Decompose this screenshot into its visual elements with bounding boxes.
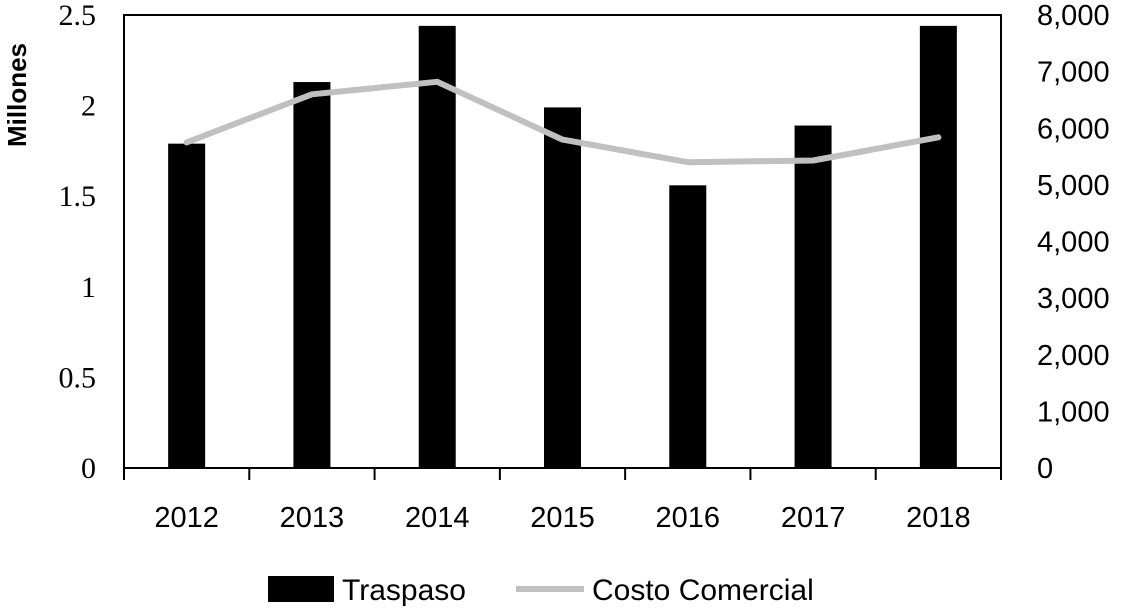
y-right-tick-label: 6,000 <box>1037 113 1110 145</box>
bar-traspaso-2013 <box>293 82 331 468</box>
legend: Traspaso Costo Comercial <box>268 574 814 607</box>
y-right-tick-label: 2,000 <box>1037 340 1110 372</box>
bar-traspaso-2017 <box>794 125 832 469</box>
y-left-axis-title: Millones <box>2 43 32 147</box>
x-tick-label: 2013 <box>280 502 345 534</box>
y-left-tick-label: 0.5 <box>59 361 97 394</box>
x-tick-label: 2012 <box>154 502 219 534</box>
bar-series <box>168 25 957 469</box>
y-right-tick-label: 5,000 <box>1037 170 1110 202</box>
bar-traspaso-2014 <box>418 25 456 468</box>
x-tick-label: 2018 <box>906 502 971 534</box>
plot-frame <box>123 14 1002 469</box>
y-right-tick-label: 3,000 <box>1037 283 1110 315</box>
y-right-tick-label: 0 <box>1037 453 1053 485</box>
y-right-tick-label: 4,000 <box>1037 227 1110 259</box>
x-tick-label: 2015 <box>530 502 595 534</box>
y-left-tick-label: 2 <box>81 90 96 123</box>
y-left-tick-label: 1.5 <box>59 180 97 213</box>
bar-traspaso-2012 <box>168 143 206 469</box>
y-right-tick-label: 1,000 <box>1037 396 1110 428</box>
y-left-tick-label: 0 <box>81 452 96 485</box>
x-tick-label: 2017 <box>781 502 846 534</box>
x-tick-label: 2014 <box>405 502 470 534</box>
x-axis: 2012 2013 2014 2015 2016 2017 2018 <box>123 468 1002 534</box>
bar-traspaso-2018 <box>919 25 957 468</box>
y-left-tick-label: 2.5 <box>59 0 97 32</box>
legend-swatch-traspaso <box>268 576 334 602</box>
bar-traspaso-2016 <box>669 185 707 468</box>
y-right-tick-labels: 0 1,000 2,000 3,000 4,000 5,000 6,000 7,000 8,00… <box>1037 0 1110 485</box>
y-left-tick-label: 1 <box>81 271 96 304</box>
legend-label-traspaso: Traspaso <box>342 574 466 607</box>
y-right-tick-label: 8,000 <box>1037 0 1110 32</box>
x-tick-label: 2016 <box>656 502 721 534</box>
bar-traspaso-2015 <box>544 107 581 469</box>
y-right-tick-label: 7,000 <box>1037 57 1110 89</box>
legend-label-costo-comercial: Costo Comercial <box>592 574 814 607</box>
costo-comercial-line <box>183 78 942 166</box>
y-left-tick-labels: 0 0.5 1 1.5 2 2.5 <box>59 0 97 485</box>
